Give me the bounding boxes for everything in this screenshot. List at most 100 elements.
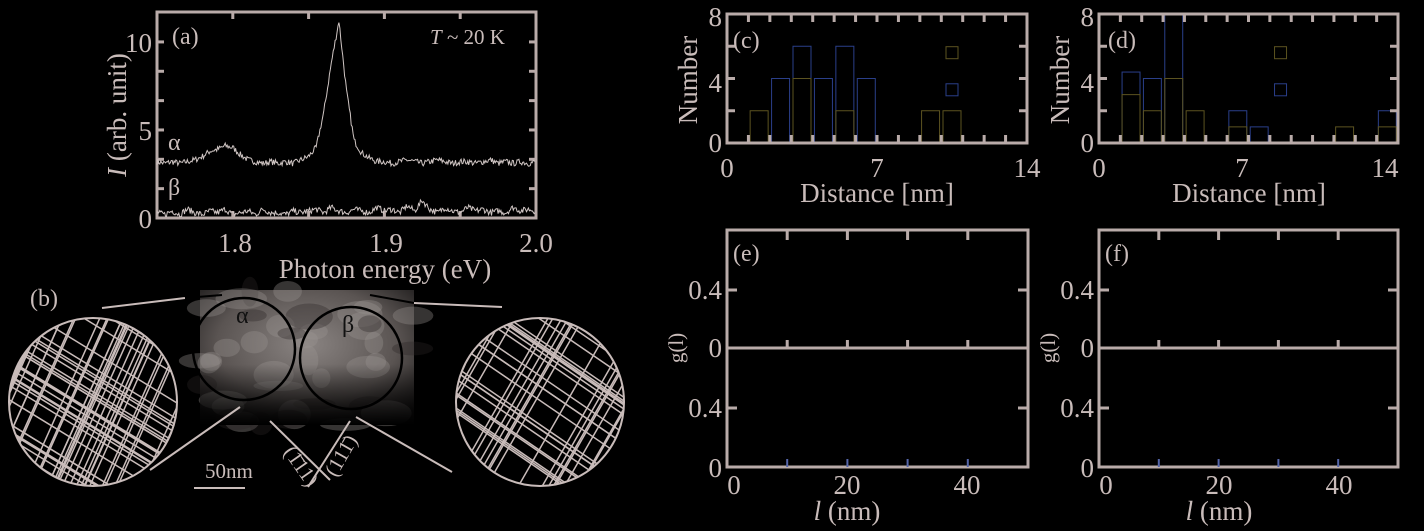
e-xtick-40: 40	[954, 470, 981, 500]
lattice-line	[465, 318, 624, 434]
f-xlabel: l (nm)	[1186, 496, 1253, 526]
lattice-line	[9, 318, 69, 479]
zoom-connector-lines	[101, 294, 503, 473]
histogram-bar	[856, 78, 876, 144]
tem-fade	[200, 290, 414, 425]
panel-f-correlation: (f) 0.4 0 0.4 0 0 20 40 l (nm) g(l)	[1036, 228, 1400, 526]
annotation-T: T	[430, 25, 443, 49]
e-ytick-bottom-0.4: 0.4	[688, 393, 722, 423]
lattice-line	[25, 318, 125, 486]
lattice-line	[456, 379, 608, 486]
panel-a-ticks	[157, 12, 536, 218]
lattice-line	[456, 318, 537, 470]
panel-d-label: (d)	[1108, 28, 1136, 54]
f-ytick-bottom-0.4: 0.4	[1060, 393, 1094, 423]
f-ylabel: g(l)	[1036, 333, 1060, 363]
lattice-line	[9, 320, 177, 448]
histogram-bar	[792, 78, 812, 144]
histogram-bar	[921, 110, 941, 144]
histogram-bar	[1249, 126, 1269, 144]
a-xlabel: Photon energy (eV)	[279, 254, 491, 284]
histogram-bar	[1142, 110, 1162, 144]
series-alpha-line	[156, 22, 536, 168]
a-ytick-10: 10	[125, 28, 152, 58]
lattice-line	[456, 349, 624, 486]
a-ytick-5: 5	[139, 116, 153, 146]
series-beta-line	[156, 198, 536, 218]
c-xtick-14: 14	[1014, 153, 1042, 183]
lattice-line	[466, 318, 624, 433]
lattice-line	[40, 318, 140, 486]
lattice-line	[456, 351, 624, 486]
histogram-bar	[1121, 71, 1141, 144]
lattice-line	[9, 402, 157, 486]
series-beta-label: β	[168, 175, 180, 201]
histogram-bar	[1228, 126, 1248, 144]
lattice-line	[9, 335, 177, 463]
f-ytick-bottom-0: 0	[1081, 453, 1095, 483]
region-beta-label: β	[342, 312, 354, 338]
panel-c-histogram: (c) 0 7 14 0 4 8 Distance [nm] Number	[673, 2, 1041, 208]
lattice-line	[42, 318, 142, 486]
lattice-line	[9, 346, 177, 474]
lattice-line	[33, 318, 177, 395]
lattice-line	[9, 391, 164, 486]
plane-direction-lines	[269, 420, 351, 488]
f-xlabel-l: l	[1186, 496, 1194, 526]
histogram-bar	[1377, 126, 1397, 144]
e-xtick-0: 0	[727, 470, 741, 500]
d-xtick-0: 0	[1092, 153, 1106, 183]
f-ytick-top-0.4: 0.4	[1060, 275, 1094, 305]
lattice-line	[456, 332, 624, 470]
plane-label-right: (111̄)	[320, 430, 363, 480]
lattice-line	[456, 318, 534, 469]
lattice-zoom-right	[455, 317, 625, 487]
f-xtick-0: 0	[1099, 470, 1113, 500]
histogram-bar	[942, 110, 962, 144]
d-ylabel: Number	[1045, 36, 1075, 124]
f-ytick-top-0: 0	[1081, 333, 1095, 363]
legend-mark-blue	[945, 83, 959, 97]
annotation-rest: ~ 20 K	[442, 25, 505, 49]
panel-a-spectrum: (a) T ~ 20 K α β 1.8 1.9 2.0 0 5 10 Phot…	[102, 10, 553, 284]
scale-bar-label: 50nm	[205, 459, 253, 483]
lattice-line	[60, 318, 161, 486]
e-ytick-top-0: 0	[709, 333, 723, 363]
e-ytick-bottom-0: 0	[709, 453, 723, 483]
lattice-line	[527, 324, 624, 486]
panel-c-bars	[749, 45, 962, 144]
lattice-line	[43, 318, 143, 486]
lattice-line	[25, 318, 177, 409]
f-xlabel-rest: (nm)	[1193, 496, 1252, 526]
plane-label-left: (1̄11)	[279, 441, 324, 491]
panel-d-ticks	[1099, 14, 1398, 143]
panel-e-ticks	[727, 230, 1028, 467]
lattice-line	[23, 318, 124, 486]
d-ytick-8: 8	[1081, 2, 1095, 32]
lattice-line	[517, 319, 624, 486]
lattice-line	[9, 397, 160, 486]
lattice-line	[9, 356, 177, 484]
c-xtick-7: 7	[870, 153, 884, 183]
d-xtick-7: 7	[1235, 153, 1249, 183]
lattice-line	[485, 318, 624, 405]
f-xtick-20: 20	[1206, 470, 1233, 500]
histogram-bar	[749, 110, 769, 144]
lattice-line	[459, 318, 581, 486]
histogram-bar	[835, 110, 855, 144]
lattice-line	[119, 326, 177, 486]
legend-mark-olive	[1274, 46, 1288, 60]
lattice-line	[467, 318, 624, 431]
histogram-bar	[813, 78, 833, 144]
region-alpha-circle	[191, 296, 297, 402]
e-ytick-top-0.4: 0.4	[688, 275, 722, 305]
lattice-line	[9, 345, 177, 473]
region-beta-circle	[298, 305, 404, 411]
lattice-line	[469, 318, 624, 429]
histogram-bar	[1335, 126, 1355, 144]
legend-mark-blue	[1274, 83, 1288, 97]
e-xlabel: l (nm)	[814, 496, 881, 526]
lattice-line	[9, 331, 177, 458]
lattice-line	[9, 324, 177, 451]
